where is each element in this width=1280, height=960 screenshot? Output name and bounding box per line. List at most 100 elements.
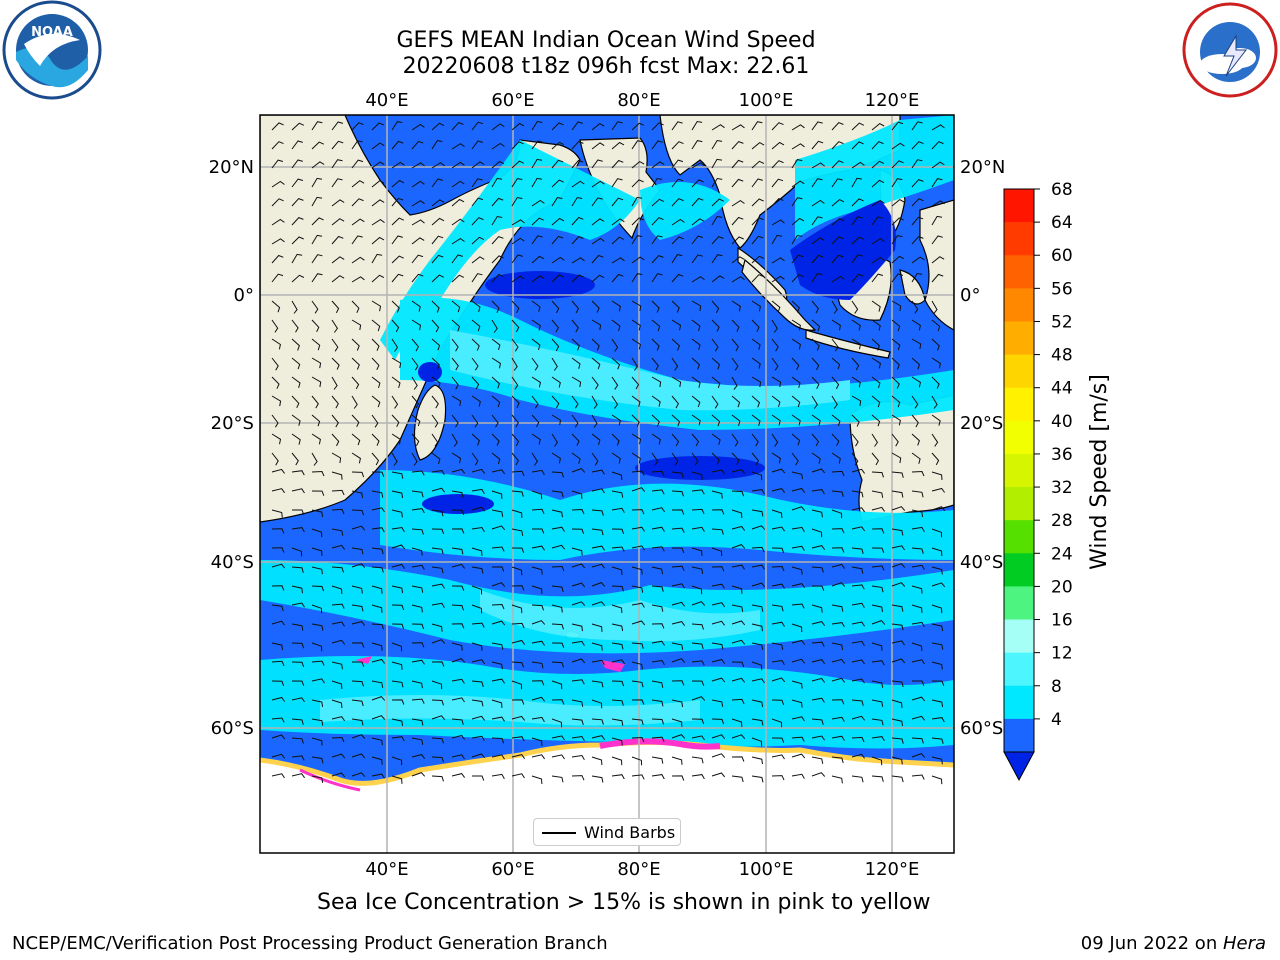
wind-barb: [551, 699, 565, 705]
wind-barb: [911, 319, 921, 331]
wind-barb: [931, 506, 946, 511]
wind-barb: [811, 659, 826, 664]
wind-barb: [491, 142, 505, 150]
wind-barb: [271, 509, 283, 518]
map-area: [260, 115, 954, 853]
wind-barb: [931, 395, 938, 409]
wind-barb: [931, 699, 944, 708]
wind-barb: [791, 639, 806, 645]
wind-barb: [851, 273, 864, 283]
wind-barb: [911, 737, 924, 744]
wind-barb: [531, 120, 543, 131]
lat-label-left: 20°S: [211, 413, 254, 434]
wind-barb: [311, 490, 325, 496]
wind-barb: [671, 471, 684, 479]
wind-barb: [631, 699, 645, 705]
wind-barb: [611, 774, 625, 780]
legend: Wind Barbs: [533, 818, 681, 846]
wind-barb: [651, 526, 665, 532]
colorbar-tick-label: 32: [1051, 478, 1073, 498]
wind-barb: [331, 121, 344, 131]
wind-barb: [591, 180, 605, 188]
wind-barb: [611, 395, 619, 409]
wind-barb: [271, 528, 285, 534]
wind-barb: [511, 622, 525, 629]
wind-barb: [631, 526, 645, 532]
wind-barb: [791, 736, 805, 742]
wind-barb: [671, 395, 680, 409]
wind-barb: [631, 642, 644, 649]
wind-barb: [831, 376, 840, 390]
wind-barb: [491, 490, 503, 499]
wind-barb: [931, 414, 941, 426]
wind-barb: [331, 528, 344, 536]
wind-barb: [311, 217, 324, 226]
wind-barb: [491, 376, 500, 389]
wind-barb: [631, 160, 645, 169]
wind-barb: [451, 528, 465, 534]
wind-barb: [511, 490, 524, 497]
wind-barb: [811, 697, 825, 703]
wind-barb: [611, 623, 624, 632]
wind-barb: [551, 680, 563, 690]
wind-barb: [271, 753, 285, 759]
wind-barb: [511, 338, 519, 352]
wind-barb: [371, 658, 386, 664]
wind-barb: [811, 452, 821, 464]
wind-barb: [571, 679, 585, 685]
colorbar-segment: [1004, 619, 1034, 654]
wind-barb: [271, 122, 284, 131]
wind-barb: [691, 376, 701, 388]
wind-barb: [371, 161, 385, 169]
wind-barb: [671, 699, 684, 708]
wind-barb: [471, 680, 484, 688]
wind-barb: [591, 623, 603, 632]
wind-barb: [691, 508, 705, 515]
wind-barb: [691, 357, 700, 370]
wind-barb: [591, 735, 606, 740]
wind-barb: [331, 566, 344, 573]
wind-barb: [351, 718, 364, 726]
wind-barb: [671, 718, 683, 727]
wind-barb: [591, 601, 606, 606]
wind-barb: [631, 433, 642, 445]
wind-barb: [411, 754, 426, 759]
colorbar-segment: [1004, 718, 1034, 753]
wind-barb: [631, 509, 645, 515]
wind-barb: [691, 735, 705, 741]
wind-barb: [431, 376, 441, 389]
wind-barb: [291, 661, 305, 668]
wind-barb: [771, 547, 785, 554]
wind-barb: [831, 642, 844, 651]
wind-barb: [491, 699, 503, 708]
colorbar-tick-label: 20: [1051, 577, 1073, 597]
wind-barb: [711, 414, 721, 427]
wind-barb: [271, 696, 286, 702]
wind-barb: [291, 217, 304, 226]
wind-barb: [431, 583, 445, 589]
wind-barb: [471, 217, 484, 226]
wind-barb: [871, 547, 885, 553]
wind-barb: [791, 143, 805, 150]
wind-barb: [671, 198, 684, 207]
wind-barb: [451, 254, 463, 264]
wind-barb: [871, 179, 885, 188]
wind-barb: [311, 678, 325, 684]
wind-barb: [531, 604, 544, 611]
wind-barb: [811, 178, 823, 188]
wind-barb: [691, 547, 703, 556]
wind-barb: [751, 471, 763, 481]
wind-barb: [871, 620, 886, 625]
wind-barb: [891, 658, 906, 664]
wind-barb: [551, 338, 560, 352]
wind-barb: [611, 218, 625, 226]
wind-barb: [831, 178, 843, 188]
wind-barb: [391, 121, 403, 131]
wind-barb: [331, 376, 338, 390]
wind-barb: [511, 715, 525, 721]
map-frame: [259, 114, 955, 854]
wind-barb: [911, 604, 923, 613]
wind-barb: [731, 216, 744, 226]
wind-barb: [911, 753, 926, 758]
wind-barb: [371, 218, 385, 226]
